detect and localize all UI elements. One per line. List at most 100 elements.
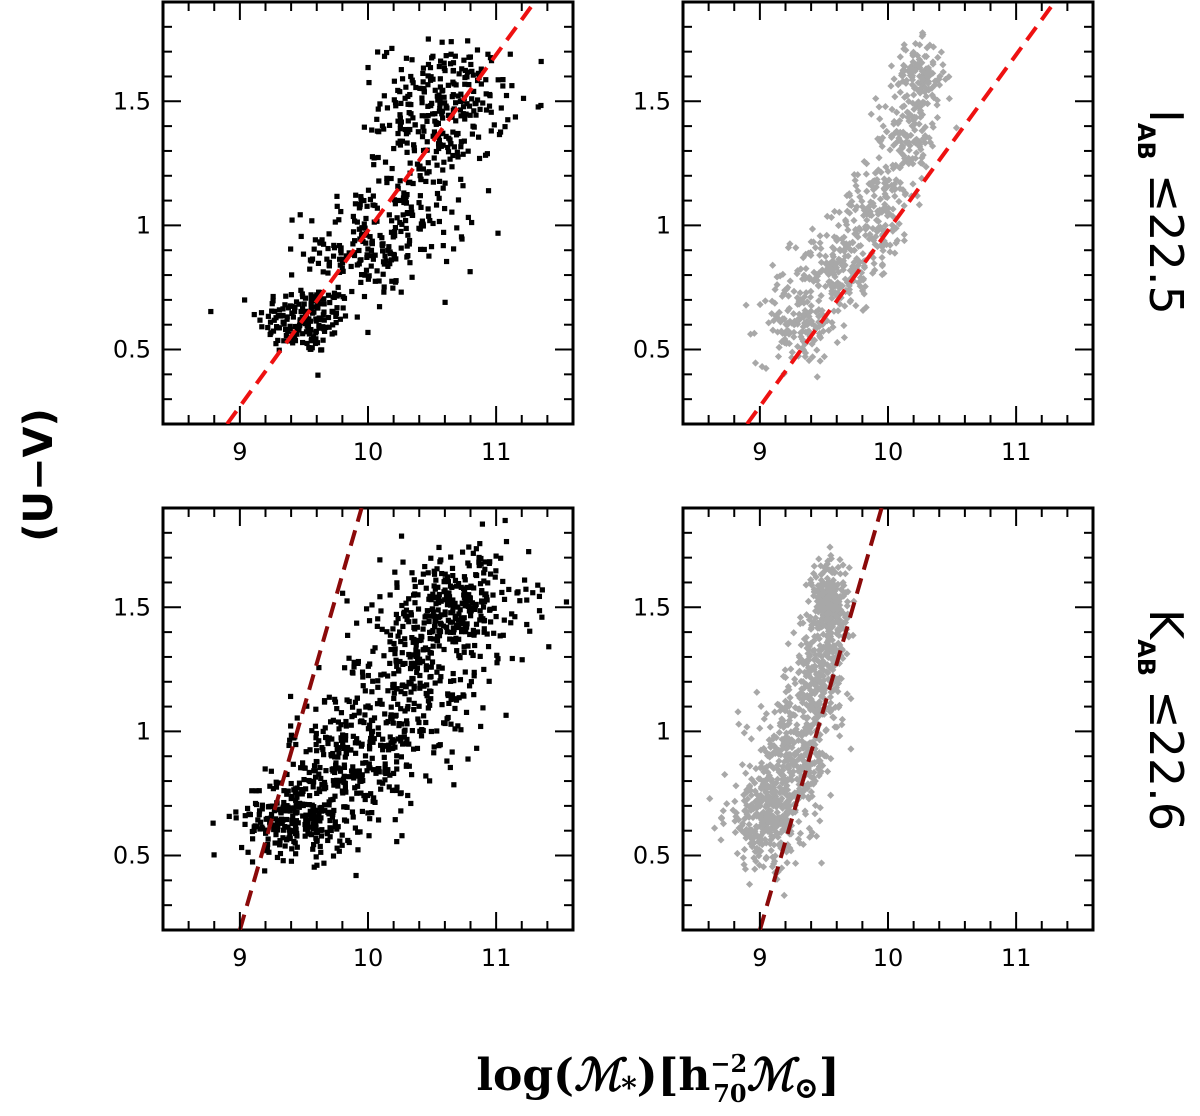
data-point xyxy=(443,595,450,601)
data-point xyxy=(360,760,366,766)
data-point xyxy=(740,829,748,837)
data-point xyxy=(539,587,545,593)
data-point xyxy=(459,620,465,627)
data-point xyxy=(384,179,390,186)
data-point xyxy=(434,637,440,643)
data-point xyxy=(768,310,776,318)
x-tick-label: 10 xyxy=(353,438,384,466)
data-point xyxy=(444,602,451,608)
data-point xyxy=(815,635,823,643)
data-point xyxy=(290,314,296,320)
data-point xyxy=(905,157,914,165)
data-point xyxy=(459,98,465,104)
data-point xyxy=(769,821,778,829)
data-point xyxy=(401,729,407,735)
data-point xyxy=(303,329,310,335)
data-point xyxy=(327,817,333,824)
data-point xyxy=(788,757,796,766)
data-point xyxy=(440,115,446,121)
data-point xyxy=(380,241,386,247)
data-point xyxy=(402,636,408,642)
data-point xyxy=(478,590,485,596)
data-point xyxy=(450,629,457,635)
data-point xyxy=(563,599,570,605)
data-point xyxy=(766,723,774,731)
data-point xyxy=(447,156,453,162)
data-point xyxy=(775,749,783,757)
data-point xyxy=(466,81,472,88)
data-point xyxy=(484,151,490,157)
y-tick-label: 1.5 xyxy=(633,87,671,115)
data-point xyxy=(352,740,358,746)
data-point xyxy=(402,217,409,224)
data-point xyxy=(731,797,739,805)
data-point xyxy=(369,736,375,742)
data-point xyxy=(734,708,742,716)
data-point xyxy=(794,705,802,713)
data-point xyxy=(429,606,435,612)
data-point xyxy=(340,294,346,300)
data-point xyxy=(314,748,320,754)
data-point xyxy=(406,241,412,247)
data-point xyxy=(391,78,397,84)
data-point xyxy=(308,295,314,301)
data-point xyxy=(268,811,275,818)
data-point xyxy=(314,790,320,797)
data-point xyxy=(370,648,376,654)
data-point xyxy=(312,768,318,774)
data-point xyxy=(470,123,476,129)
data-point xyxy=(777,828,785,837)
data-point xyxy=(760,715,768,723)
data-point xyxy=(485,643,492,650)
data-point xyxy=(481,626,487,632)
data-point xyxy=(917,102,925,110)
data-point xyxy=(831,207,839,216)
data-point xyxy=(827,688,835,696)
data-point xyxy=(326,263,332,269)
data-point xyxy=(437,76,443,82)
data-point xyxy=(326,259,333,265)
data-point xyxy=(854,242,863,250)
data-point xyxy=(851,176,859,184)
data-point xyxy=(325,837,331,844)
data-point xyxy=(431,568,437,574)
data-point xyxy=(774,833,782,841)
data-point xyxy=(880,175,888,183)
data-point xyxy=(747,806,755,814)
data-point xyxy=(512,614,518,620)
data-point xyxy=(395,130,401,137)
data-point xyxy=(756,724,764,732)
data-point xyxy=(287,693,294,700)
data-point xyxy=(354,219,360,225)
data-point xyxy=(783,859,791,867)
data-point xyxy=(366,833,372,839)
data-point xyxy=(452,613,458,619)
data-point xyxy=(815,772,823,780)
data-point xyxy=(810,276,818,284)
data-point xyxy=(266,803,272,810)
data-point xyxy=(387,639,393,645)
data-point xyxy=(912,149,920,157)
data-point xyxy=(825,630,833,638)
data-point xyxy=(786,317,794,325)
xlabel-mass-symbol-2: ℳ xyxy=(747,1050,801,1101)
data-point xyxy=(375,678,381,684)
data-point xyxy=(387,660,393,667)
data-point xyxy=(745,803,753,811)
data-point xyxy=(242,297,248,303)
data-point xyxy=(887,62,896,70)
data-point xyxy=(405,93,411,99)
data-point xyxy=(899,186,907,194)
data-point xyxy=(785,709,794,717)
data-point xyxy=(896,137,904,145)
data-point xyxy=(294,331,300,337)
data-point xyxy=(811,244,820,252)
data-point xyxy=(427,688,433,694)
data-point xyxy=(793,316,802,324)
data-point xyxy=(419,218,426,224)
data-point xyxy=(840,247,848,255)
data-point xyxy=(375,154,381,161)
data-point xyxy=(791,675,799,683)
data-point xyxy=(797,641,805,649)
data-point xyxy=(836,674,844,682)
